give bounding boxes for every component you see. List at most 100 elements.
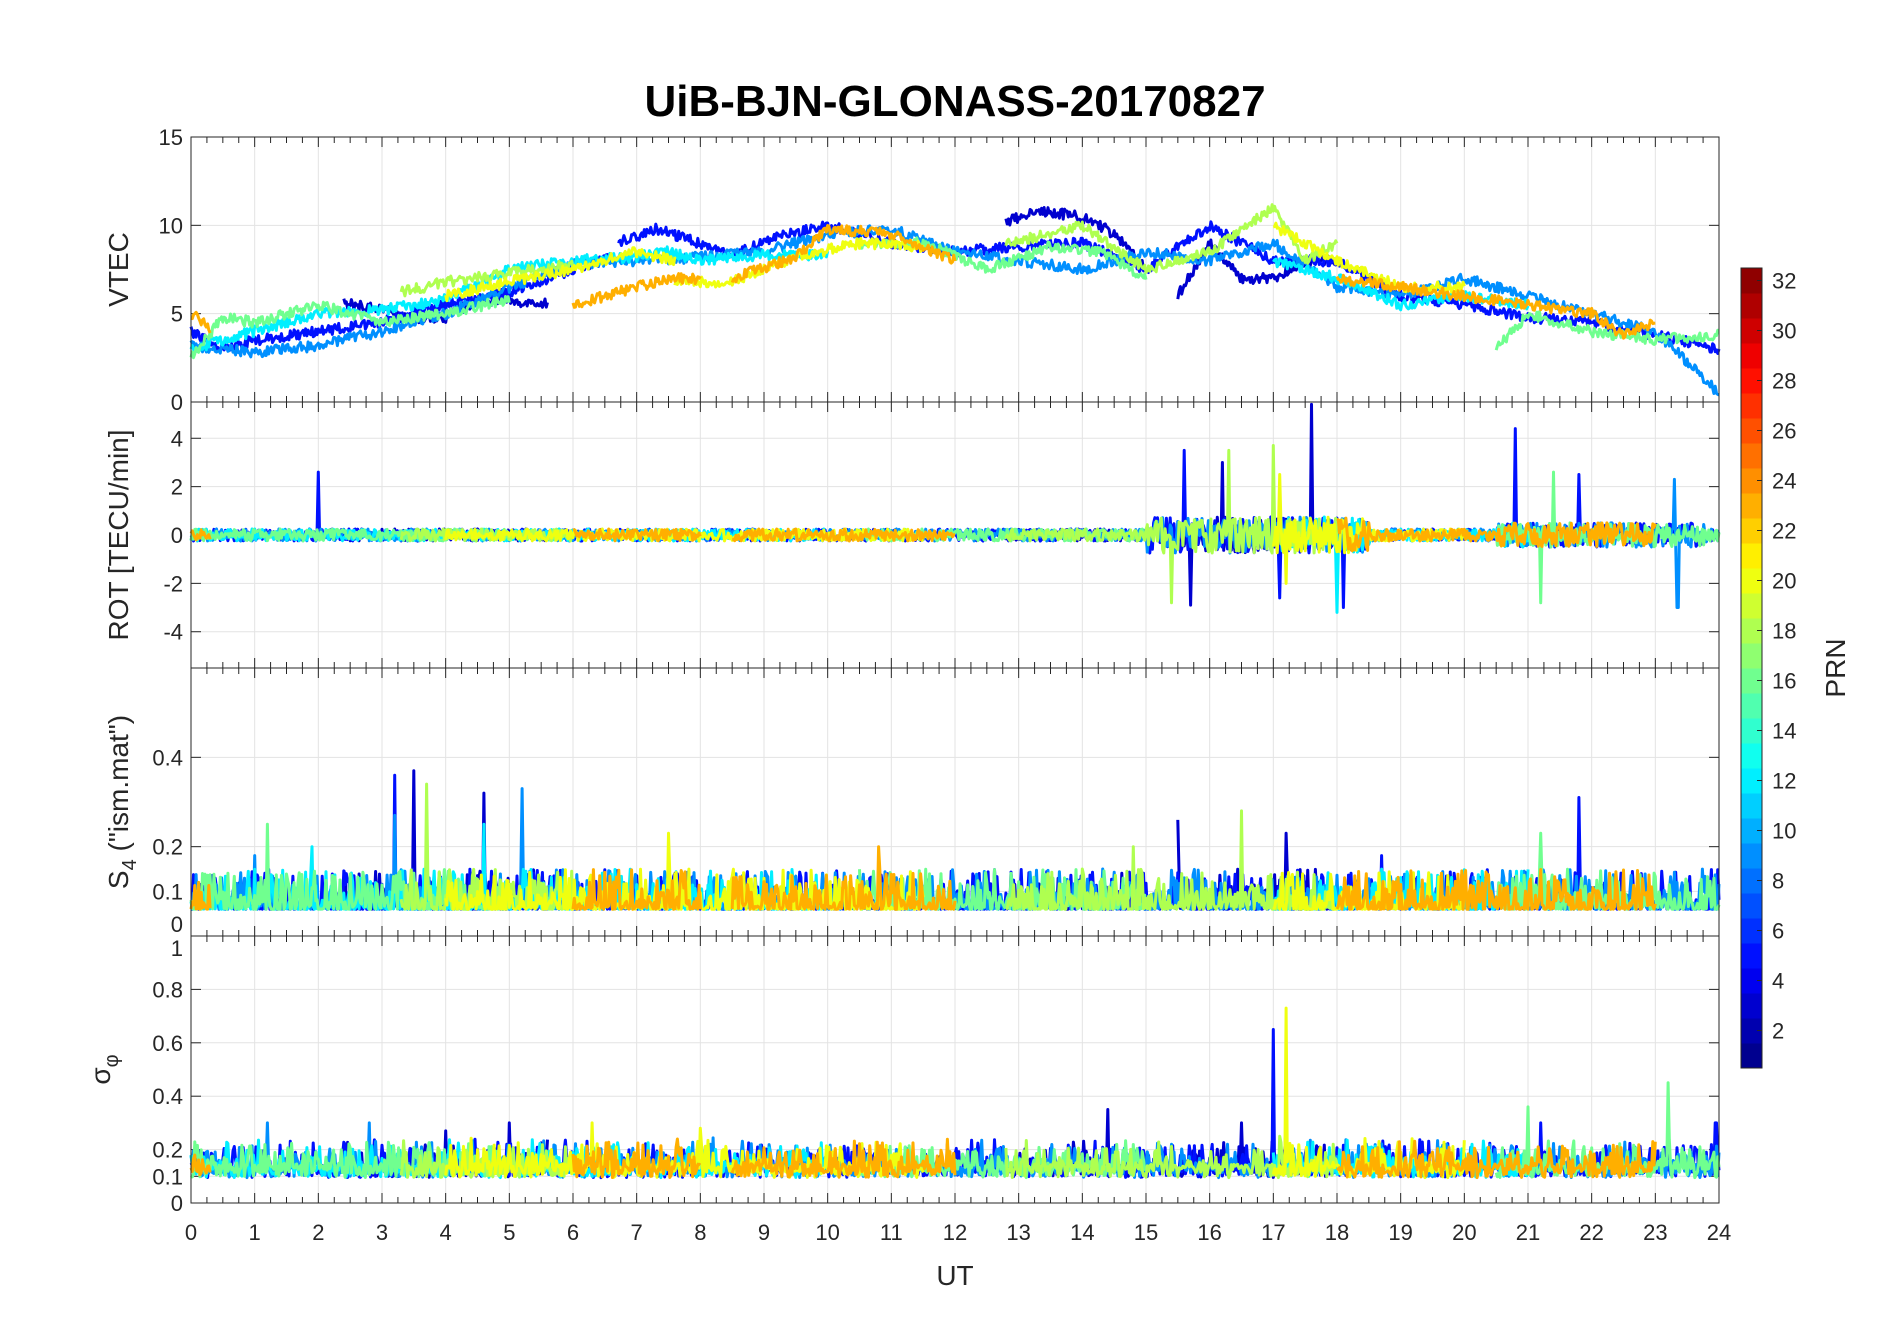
series-group <box>189 769 1721 911</box>
x-tick-label: 10 <box>815 1220 839 1245</box>
colorbar-swatch <box>1741 818 1762 844</box>
x-tick-label: 2 <box>312 1220 324 1245</box>
x-tick-label: 15 <box>1134 1220 1158 1245</box>
chart-title: UiB-BJN-GLONASS-20170827 <box>644 77 1265 126</box>
colorbar-swatch <box>1741 993 1762 1019</box>
colorbar-swatch <box>1741 368 1762 394</box>
colorbar-tick-label: 16 <box>1772 669 1796 694</box>
x-tick-label: 20 <box>1452 1220 1476 1245</box>
series-line-prn-23 <box>571 1137 702 1179</box>
x-tick-label: 11 <box>880 1220 903 1245</box>
y-label-main: VTEC <box>103 232 134 307</box>
colorbar-swatch <box>1741 918 1762 944</box>
y-tick-label: 0.8 <box>152 977 183 1002</box>
colorbar-swatch <box>1741 668 1762 694</box>
x-tick-label: 17 <box>1261 1220 1285 1245</box>
series-line-prn-18 <box>399 259 575 298</box>
series-line-prn-23 <box>1335 1139 1657 1180</box>
colorbar-tick-label: 14 <box>1772 719 1796 744</box>
y-tick-label: 0.1 <box>152 1164 183 1189</box>
axes-box <box>190 935 1720 1204</box>
colorbar-swatch <box>1741 268 1762 294</box>
series-line-prn-23 <box>189 1153 212 1177</box>
y-tick-label: -2 <box>163 571 183 596</box>
y-tick-label: 0 <box>171 523 183 548</box>
series-group <box>189 402 1721 614</box>
series-line-prn-20 <box>444 527 677 543</box>
colorbar-swatch <box>1741 943 1762 969</box>
y-tick-label: 0.4 <box>152 1084 183 1109</box>
y-axis-label: σφ <box>85 1054 123 1084</box>
colorbar-tick-label: 22 <box>1772 519 1796 544</box>
series-line-prn-20 <box>673 1126 925 1179</box>
x-tick-label: 7 <box>631 1220 643 1245</box>
colorbar-swatch <box>1741 968 1762 994</box>
colorbar-tick-label: 12 <box>1772 769 1796 794</box>
colorbar-swatch <box>1741 793 1762 819</box>
colorbar-box <box>1740 267 1763 1069</box>
x-tick-label: 0 <box>185 1220 197 1245</box>
y-tick-label: 0 <box>171 912 183 937</box>
series-line-prn-23 <box>571 868 702 911</box>
y-axis-label: S4 ("ism.mat") <box>103 715 141 889</box>
y-label-sub: φ <box>101 1054 123 1067</box>
colorbar-swatch <box>1741 318 1762 344</box>
series-line-prn-23 <box>730 1137 957 1179</box>
x-tick-label: 8 <box>694 1220 706 1245</box>
y-tick-label: -4 <box>163 620 183 645</box>
series-line-prn-18 <box>1004 203 1339 274</box>
colorbar-tick-label: 30 <box>1772 319 1796 344</box>
colorbar-swatch <box>1741 643 1762 669</box>
y-tick-label: 1 <box>171 936 183 961</box>
colorbar-swatch <box>1741 768 1762 794</box>
series-line-prn-23 <box>572 527 702 543</box>
colorbar-swatch <box>1741 743 1762 769</box>
x-tick-label: 5 <box>503 1220 515 1245</box>
y-label-main: σ <box>85 1067 116 1084</box>
colorbar-swatch <box>1741 718 1762 744</box>
series-line-prn-23 <box>190 310 212 334</box>
x-axis-label: UT <box>936 1260 973 1291</box>
series-line-prn-16 <box>1494 310 1720 351</box>
colorbar-tick-label: 6 <box>1772 919 1784 944</box>
y-label-main: ROT [TECU/min] <box>103 429 134 640</box>
series-line-prn-23 <box>189 880 212 911</box>
series-line-prn-23 <box>571 272 702 309</box>
colorbar-tick-label: 4 <box>1772 969 1784 994</box>
series-group <box>189 1006 1721 1180</box>
series-line-prn-23 <box>1335 868 1657 911</box>
colorbar-tick-label: 10 <box>1772 819 1796 844</box>
colorbar-swatch <box>1741 343 1762 369</box>
y-tick-label: 5 <box>171 302 183 327</box>
colorbar-swatch <box>1741 1018 1762 1044</box>
series-line-prn-3 <box>1004 206 1147 272</box>
y-tick-label: 0 <box>171 390 183 415</box>
x-tick-label: 23 <box>1643 1220 1667 1245</box>
y-label-sub: 4 <box>119 859 141 870</box>
y-axis-label: ROT [TECU/min] <box>103 429 134 640</box>
x-tick-label: 22 <box>1579 1220 1603 1245</box>
panel-vtec: 0 5 10 15 VTEC <box>103 125 1721 415</box>
x-tick-label: 18 <box>1325 1220 1349 1245</box>
series-line-prn-20 <box>1272 221 1466 294</box>
x-tick-label: 12 <box>943 1220 967 1245</box>
series-line-prn-18 <box>1004 1134 1339 1180</box>
colorbar-swatch <box>1741 418 1762 444</box>
series-line-prn-5 <box>189 253 612 353</box>
colorbar-swatch <box>1741 843 1762 869</box>
colorbar-swatch <box>1741 593 1762 619</box>
colorbar-swatch <box>1741 893 1762 919</box>
colorbar-tick-label: 18 <box>1772 619 1796 644</box>
colorbar-tick-label: 24 <box>1772 469 1796 494</box>
x-tick-label: 16 <box>1197 1220 1221 1245</box>
colorbar-tick-label: 20 <box>1772 569 1796 594</box>
panel-sigma: 00.10.2 0.4 0.6 0.8 1 σφ <box>85 935 1721 1216</box>
y-tick-label: 0 <box>171 1191 183 1216</box>
colorbar-tick-label: 26 <box>1772 419 1796 444</box>
x-tick-label: 4 <box>440 1220 452 1245</box>
series-line-prn-23 <box>731 527 956 543</box>
x-tick-label: 21 <box>1516 1220 1540 1245</box>
x-tick-label: 13 <box>1006 1220 1030 1245</box>
x-tick-label: 6 <box>567 1220 579 1245</box>
